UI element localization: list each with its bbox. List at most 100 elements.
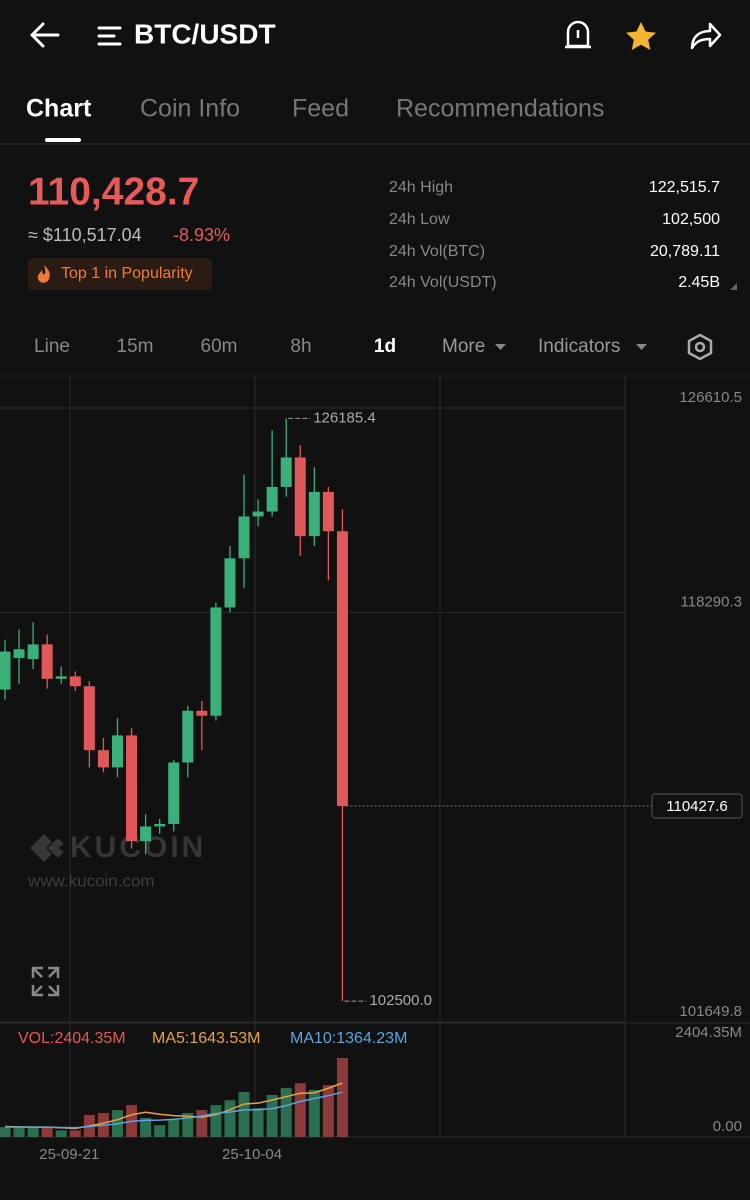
volume-bar: [280, 1088, 292, 1137]
volume-bar: [210, 1105, 222, 1137]
watermark-url: www.kucoin.com: [27, 871, 155, 890]
stat-value: 20,789.11: [650, 243, 720, 260]
share-button[interactable]: [690, 22, 722, 50]
volume-bar: [294, 1083, 306, 1137]
tab[interactable]: Feed: [292, 95, 349, 123]
back-arrow: [30, 22, 60, 48]
flame-icon: [37, 265, 50, 283]
alert-icon: [565, 20, 591, 49]
candle-body: [168, 762, 180, 824]
interval-active[interactable]: 1d: [374, 336, 396, 357]
tab[interactable]: Chart: [26, 95, 92, 123]
volume-legend: VOL:2404.35M: [18, 1030, 126, 1047]
settings-button[interactable]: [687, 333, 713, 361]
usd-price: ≈ $110,517.04: [28, 225, 142, 245]
stat-value: 2.45B: [678, 274, 720, 291]
back-button[interactable]: [30, 22, 60, 48]
stat-value: 102,500: [662, 211, 720, 228]
tab[interactable]: Coin Info: [140, 95, 240, 123]
settings-hexagon: [687, 333, 713, 361]
volume-bar: [154, 1125, 166, 1137]
candle-body: [27, 644, 39, 660]
stat-label: 24h High: [389, 179, 453, 196]
volume-bar: [252, 1108, 264, 1137]
candle-body: [126, 735, 138, 842]
alert-button[interactable]: [565, 20, 591, 49]
badge[interactable]: [28, 258, 212, 290]
interval[interactable]: 15m: [117, 336, 154, 357]
volume-bar: [322, 1085, 334, 1137]
interval[interactable]: 8h: [290, 336, 311, 357]
pair-title: BTC/USDT: [134, 18, 276, 49]
interval[interactable]: 60m: [201, 336, 238, 357]
favorite-star[interactable]: [626, 22, 656, 50]
candle-body: [322, 491, 334, 532]
volume-bar: [13, 1127, 25, 1137]
candle-body: [196, 710, 208, 716]
candle-body: [182, 710, 194, 763]
x-tick-label: 25-10-04: [222, 1146, 282, 1163]
stat-label: 24h Vol(BTC): [389, 243, 485, 260]
candle-body: [69, 676, 81, 687]
volume-bar: [0, 1127, 11, 1137]
candle-body: [41, 644, 53, 679]
last-price-box: [651, 793, 743, 819]
interval[interactable]: Line: [34, 336, 70, 357]
candle-body: [210, 607, 222, 716]
volume-tick-label: 2404.35M: [675, 1024, 742, 1041]
pair-menu[interactable]: [97, 26, 122, 46]
volume-bar: [41, 1127, 53, 1137]
candle-body: [252, 511, 264, 517]
high-marker-label: 126185.4: [313, 409, 376, 426]
stat-value: 122,515.7: [649, 179, 720, 196]
volume-bar: [168, 1119, 180, 1137]
candle-body: [308, 491, 320, 537]
candle-body: [97, 750, 109, 768]
last-price-label: 110427.6: [666, 798, 727, 815]
volume-bar: [140, 1117, 152, 1137]
volume-bar: [196, 1110, 208, 1137]
ma-legend: MA10:1364.23M: [290, 1030, 407, 1047]
volume-tick-label: 0.00: [713, 1118, 742, 1135]
volume-bar: [308, 1090, 320, 1137]
settings-dot: [694, 341, 706, 353]
candle-body: [266, 486, 278, 512]
stat-toggle[interactable]: [730, 283, 737, 290]
badge-text: Top 1 in Popularity: [61, 265, 193, 282]
stat-label: 24h Low: [389, 211, 450, 228]
y-tick-label: 126610.5: [679, 389, 742, 406]
y-tick-label: 118290.3: [681, 594, 742, 611]
volume-bar: [336, 1058, 348, 1137]
stat-label: 24h Vol(USDT): [389, 274, 497, 291]
tab-indicator: [45, 138, 81, 142]
price-change: -8.93%: [173, 225, 230, 245]
volume-bar: [266, 1094, 278, 1137]
tab[interactable]: Recommendations: [396, 95, 604, 123]
candle-body: [294, 457, 306, 537]
low-marker-label: 102500.0: [369, 992, 432, 1009]
candle-body: [140, 826, 152, 842]
candle-body: [83, 686, 95, 751]
volume-bar: [238, 1091, 250, 1137]
volume-bar: [69, 1130, 81, 1137]
candle-body: [154, 823, 166, 827]
candle-body: [336, 531, 348, 807]
menu[interactable]: Indicators: [538, 336, 620, 357]
dropdown-arrow: [636, 344, 647, 350]
watermark-logo: [30, 834, 64, 862]
candle-body: [13, 649, 25, 658]
menu[interactable]: More: [442, 336, 485, 357]
x-tick-label: 25-09-21: [39, 1146, 99, 1163]
candle-body: [280, 457, 292, 487]
volume-bar: [182, 1113, 194, 1137]
last-price: 110,428.7: [28, 170, 199, 213]
candle-body: [55, 676, 67, 679]
volume-bar: [224, 1100, 236, 1137]
candle-body: [0, 651, 11, 690]
ma-legend: MA5:1643.53M: [152, 1030, 261, 1047]
ma-line: [4, 1091, 343, 1129]
fullscreen-button[interactable]: [31, 966, 60, 997]
volume-bar: [55, 1130, 67, 1137]
candle-body: [224, 558, 236, 608]
